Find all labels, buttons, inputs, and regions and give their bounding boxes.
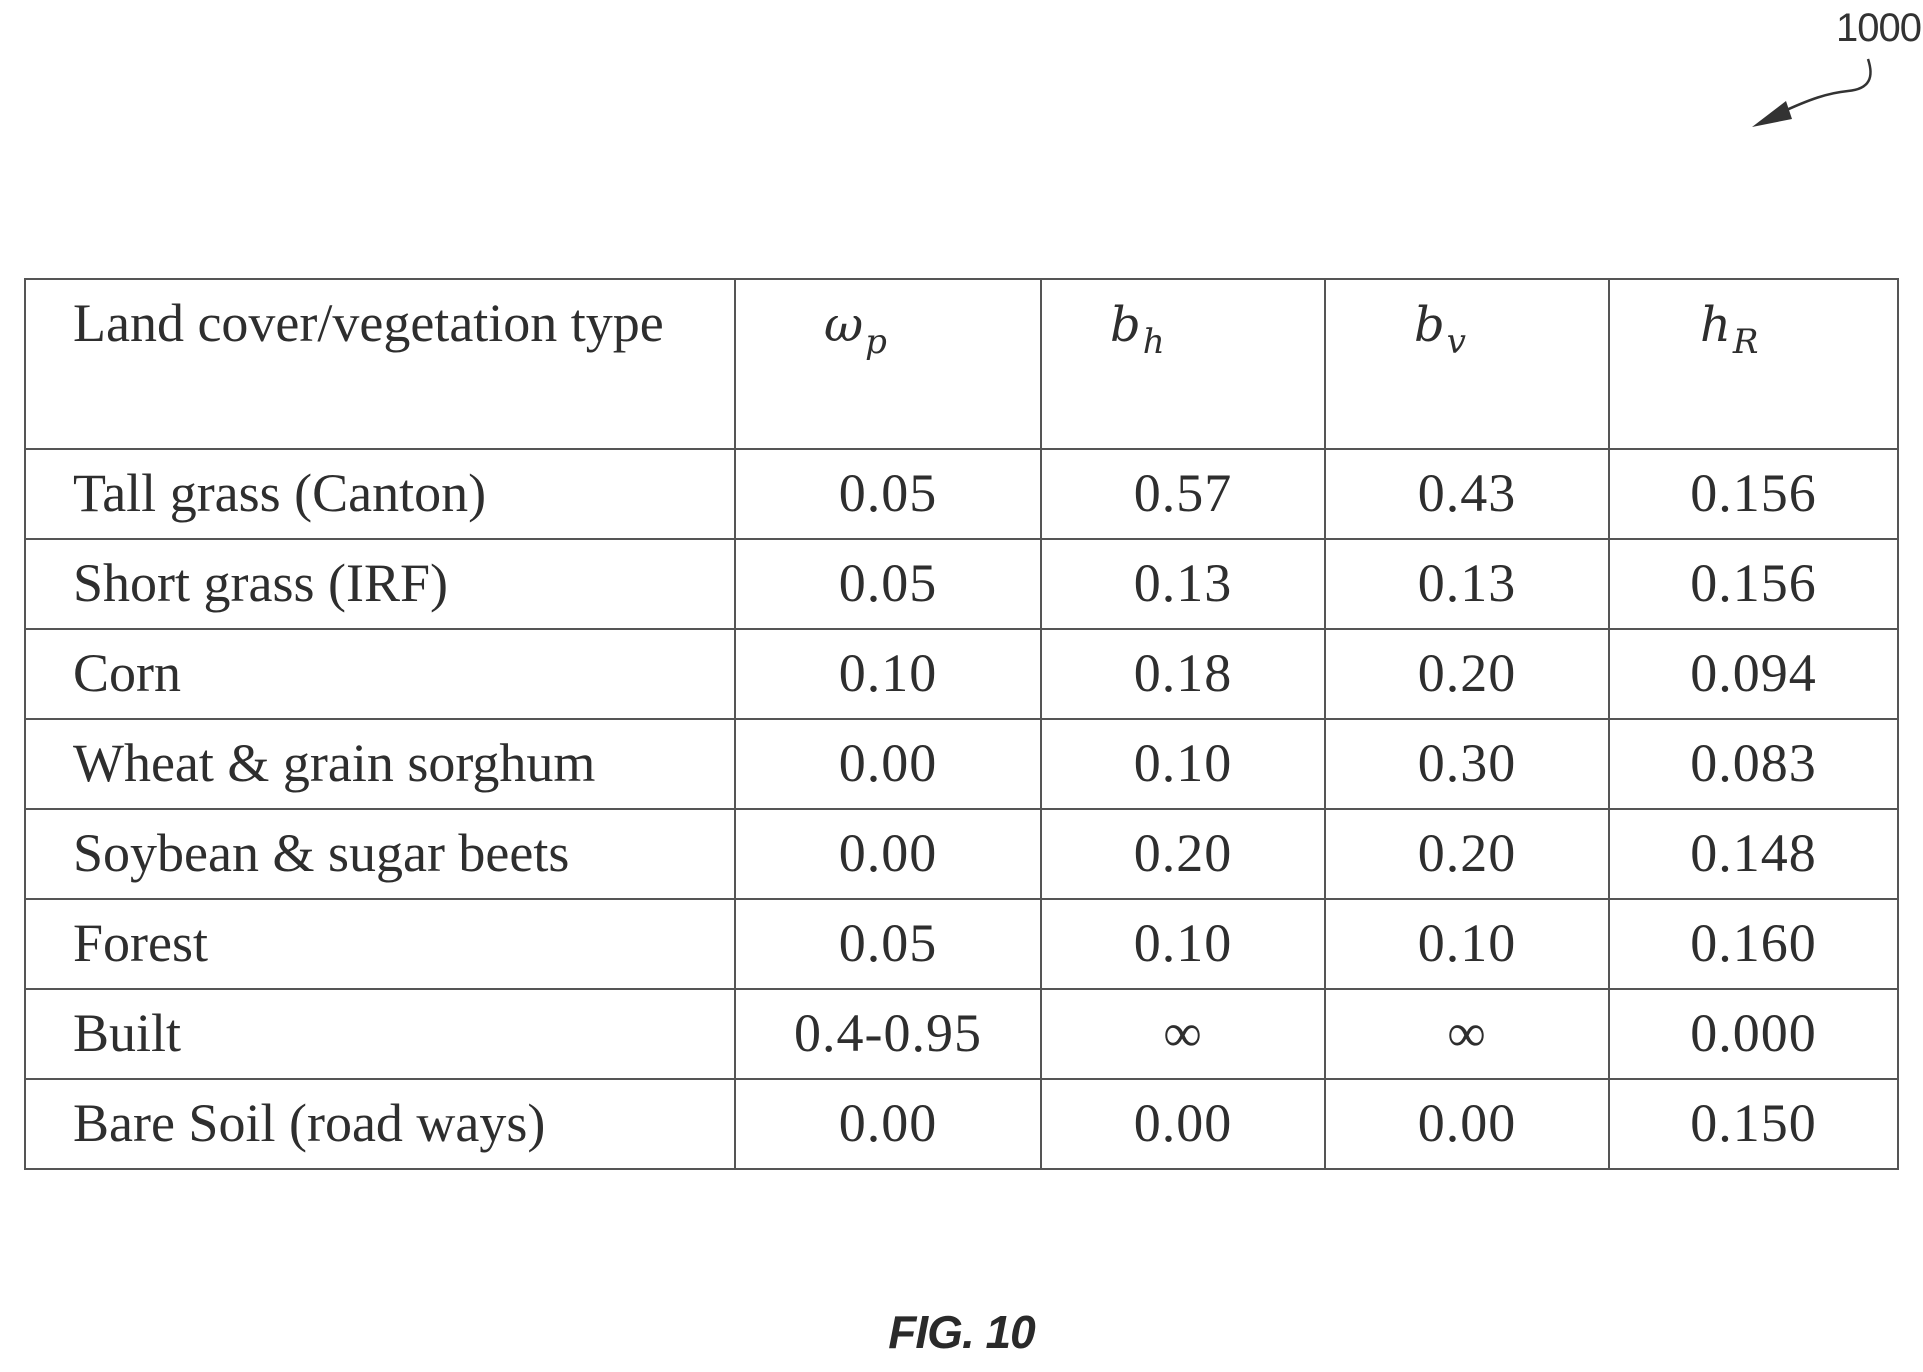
cell-land-cover-type: Corn [24,628,736,720]
table-row: Soybean & sugar beets 0.00 0.20 0.20 0.1… [24,808,1899,900]
cell-h-r: 0.094 [1608,628,1899,720]
cell-b-v: 0.43 [1324,448,1610,540]
cell-land-cover-type: Wheat & grain sorghum [24,718,736,810]
header-b-h-main: b [1110,297,1141,353]
cell-omega-p: 0.00 [734,1078,1042,1170]
cell-b-h: 0.18 [1040,628,1326,720]
cell-h-r: 0.000 [1608,988,1899,1080]
table-row: Built 0.4-0.95 ∞ ∞ 0.000 [24,988,1899,1080]
header-b-v: bv [1324,278,1610,450]
cell-omega-p: 0.4-0.95 [734,988,1042,1080]
header-omega-p-sub: p [865,322,887,362]
header-b-v-sub: v [1446,322,1466,362]
figure-caption: FIG. 10 [888,1306,1035,1358]
cell-h-r: 0.083 [1608,718,1899,810]
cell-b-v: ∞ [1324,988,1610,1080]
cell-b-v: 0.30 [1324,718,1610,810]
table-row: Forest 0.05 0.10 0.10 0.160 [24,898,1899,990]
header-land-cover-type: Land cover/vegetation type [24,278,736,450]
cell-b-v: 0.10 [1324,898,1610,990]
cell-land-cover-type: Tall grass (Canton) [24,448,736,540]
cell-b-h: 0.00 [1040,1078,1326,1170]
cell-land-cover-type: Forest [24,898,736,990]
cell-land-cover-type: Soybean & sugar beets [24,808,736,900]
cell-b-h: ∞ [1040,988,1326,1080]
table-row: Short grass (IRF) 0.05 0.13 0.13 0.156 [24,538,1899,630]
header-h-r-sub: R [1732,322,1759,362]
table-row: Tall grass (Canton) 0.05 0.57 0.43 0.156 [24,448,1899,540]
cell-h-r: 0.160 [1608,898,1899,990]
header-h-r: hR [1608,278,1899,450]
cell-h-r: 0.150 [1608,1078,1899,1170]
cell-omega-p: 0.05 [734,898,1042,990]
cell-b-h: 0.57 [1040,448,1326,540]
header-omega-p-main: ω [824,297,864,353]
cell-h-r: 0.148 [1608,808,1899,900]
cell-land-cover-type: Bare Soil (road ways) [24,1078,736,1170]
header-b-v-main: b [1414,297,1445,353]
cell-b-v: 0.13 [1324,538,1610,630]
cell-omega-p: 0.10 [734,628,1042,720]
cell-b-v: 0.20 [1324,808,1610,900]
table-row: Bare Soil (road ways) 0.00 0.00 0.00 0.1… [24,1078,1899,1170]
table-row: Corn 0.10 0.18 0.20 0.094 [24,628,1899,720]
header-b-h-sub: h [1142,322,1165,362]
cell-land-cover-type: Built [24,988,736,1080]
cell-b-h: 0.10 [1040,718,1326,810]
header-b-h: bh [1040,278,1326,450]
cell-b-h: 0.10 [1040,898,1326,990]
cell-b-h: 0.20 [1040,808,1326,900]
cell-b-v: 0.20 [1324,628,1610,720]
table-row: Wheat & grain sorghum 0.00 0.10 0.30 0.0… [24,718,1899,810]
table-header-row: Land cover/vegetation type ωp bh bv hR [24,278,1899,450]
reference-arrow-icon [1752,58,1872,127]
land-cover-parameter-table: Land cover/vegetation type ωp bh bv hR T… [24,278,1899,1170]
cell-omega-p: 0.05 [734,538,1042,630]
cell-omega-p: 0.00 [734,808,1042,900]
cell-land-cover-type: Short grass (IRF) [24,538,736,630]
cell-h-r: 0.156 [1608,538,1899,630]
cell-b-h: 0.13 [1040,538,1326,630]
cell-h-r: 0.156 [1608,448,1899,540]
figure-reference-number: 1000 [1836,6,1922,50]
cell-b-v: 0.00 [1324,1078,1610,1170]
header-omega-p: ωp [734,278,1042,450]
header-h-r-main: h [1700,297,1731,353]
cell-omega-p: 0.05 [734,448,1042,540]
cell-omega-p: 0.00 [734,718,1042,810]
